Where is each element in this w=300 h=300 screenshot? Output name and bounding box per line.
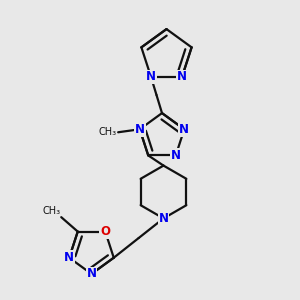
Text: N: N bbox=[64, 251, 74, 264]
Text: CH₃: CH₃ bbox=[42, 206, 60, 216]
Text: CH₃: CH₃ bbox=[99, 127, 117, 137]
Text: N: N bbox=[135, 123, 145, 136]
Text: N: N bbox=[86, 267, 97, 280]
Text: N: N bbox=[158, 212, 169, 225]
Text: N: N bbox=[179, 123, 189, 136]
Text: O: O bbox=[100, 225, 110, 238]
Text: N: N bbox=[177, 70, 187, 83]
Text: N: N bbox=[171, 149, 181, 162]
Text: N: N bbox=[146, 70, 156, 83]
